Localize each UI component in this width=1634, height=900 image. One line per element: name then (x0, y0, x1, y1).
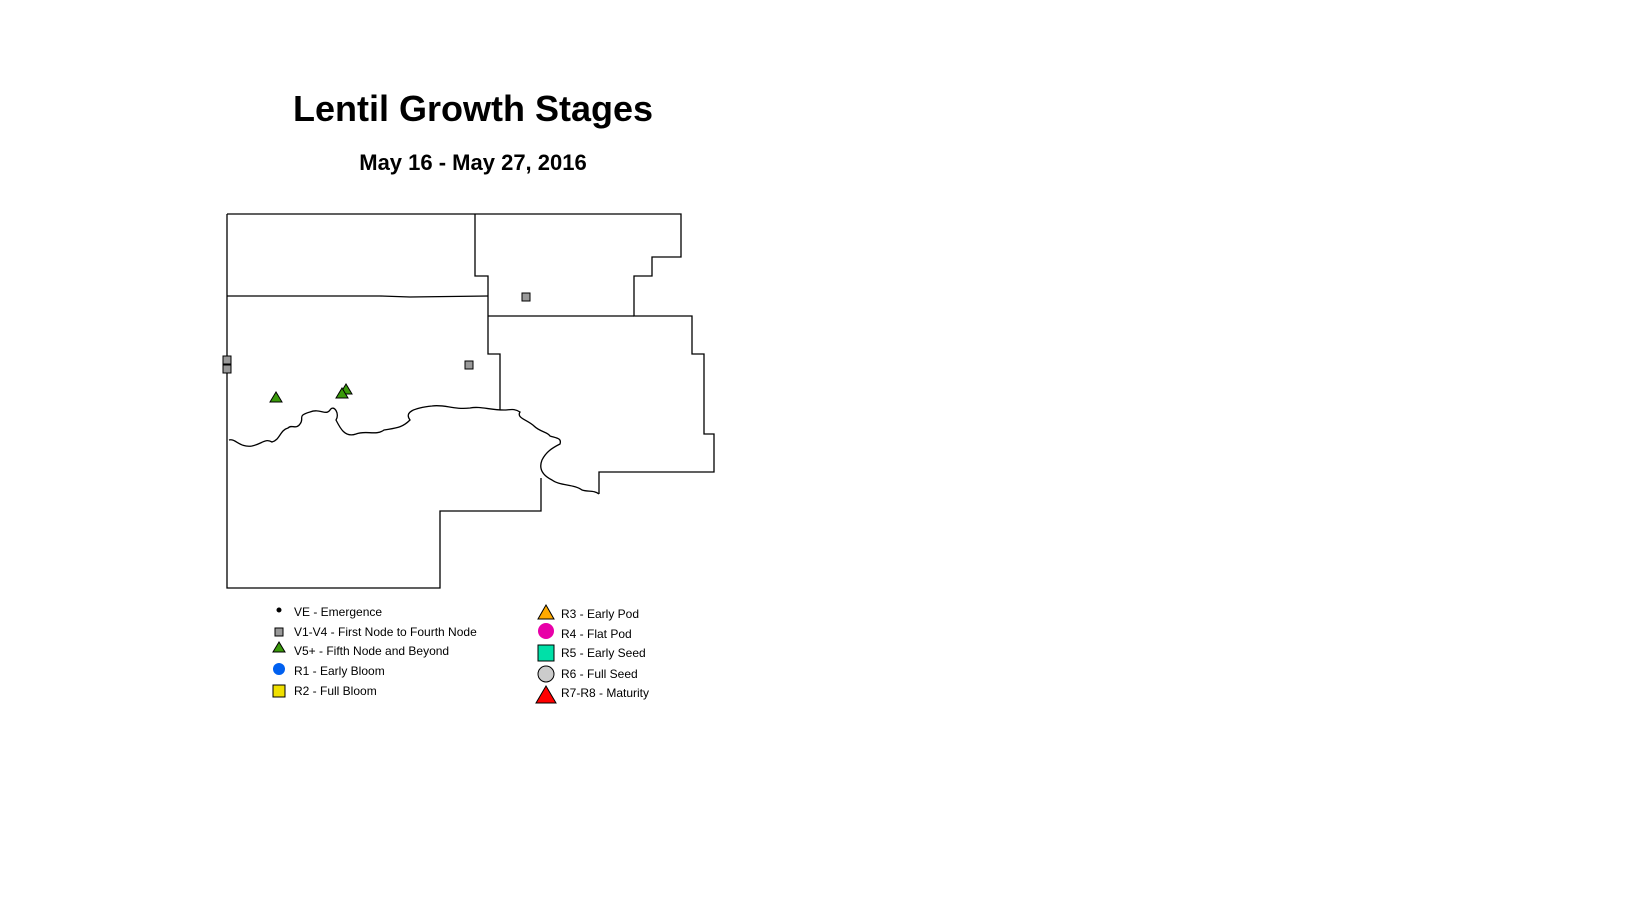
boundary-internal (474, 214, 501, 410)
observation-markers (222, 292, 531, 403)
legend-symbols (272, 603, 557, 704)
legend-label: R1 - Early Bloom (294, 664, 385, 678)
marker-v1-v4 (222, 364, 232, 374)
legend-dot-icon (276, 607, 282, 613)
legend-circle-icon (537, 665, 555, 683)
map-subtitle: May 16 - May 27, 2016 (359, 150, 587, 175)
legend-label: R6 - Full Seed (561, 667, 638, 681)
legend-triangle-icon (535, 685, 557, 704)
marker-v1-v4 (521, 292, 531, 302)
boundary-outer-east (227, 213, 715, 494)
marker-v5plus (335, 387, 349, 399)
legend-triangle-icon (537, 603, 555, 620)
legend-label: V1-V4 - First Node to Fourth Node (294, 625, 477, 639)
legend-label: R5 - Early Seed (561, 646, 646, 660)
county-boundaries (226, 213, 715, 589)
legend-label: V5+ - Fifth Node and Beyond (294, 644, 450, 658)
legend-label: R4 - Flat Pod (561, 627, 632, 641)
boundary-internal (227, 295, 489, 298)
legend-square-icon (272, 684, 286, 698)
legend-label: VE - Emergence (294, 605, 383, 619)
marker-v1-v4 (464, 360, 474, 370)
legend-triangle-icon (272, 641, 286, 653)
marker-v5plus (269, 391, 283, 403)
legend-label: R2 - Full Bloom (294, 684, 377, 698)
river-boundary (228, 404, 600, 495)
legend-circle-icon (538, 623, 554, 639)
legend-circle-icon (273, 663, 285, 675)
boundary-outer-west (226, 214, 542, 589)
map-title: Lentil Growth Stages (292, 88, 654, 129)
legend-square-icon (274, 627, 284, 637)
legend-label: R7-R8 - Maturity (561, 686, 650, 700)
marker-v1-v4 (222, 355, 232, 365)
legend-square-icon (537, 644, 555, 662)
legend-label: R3 - Early Pod (561, 607, 640, 621)
